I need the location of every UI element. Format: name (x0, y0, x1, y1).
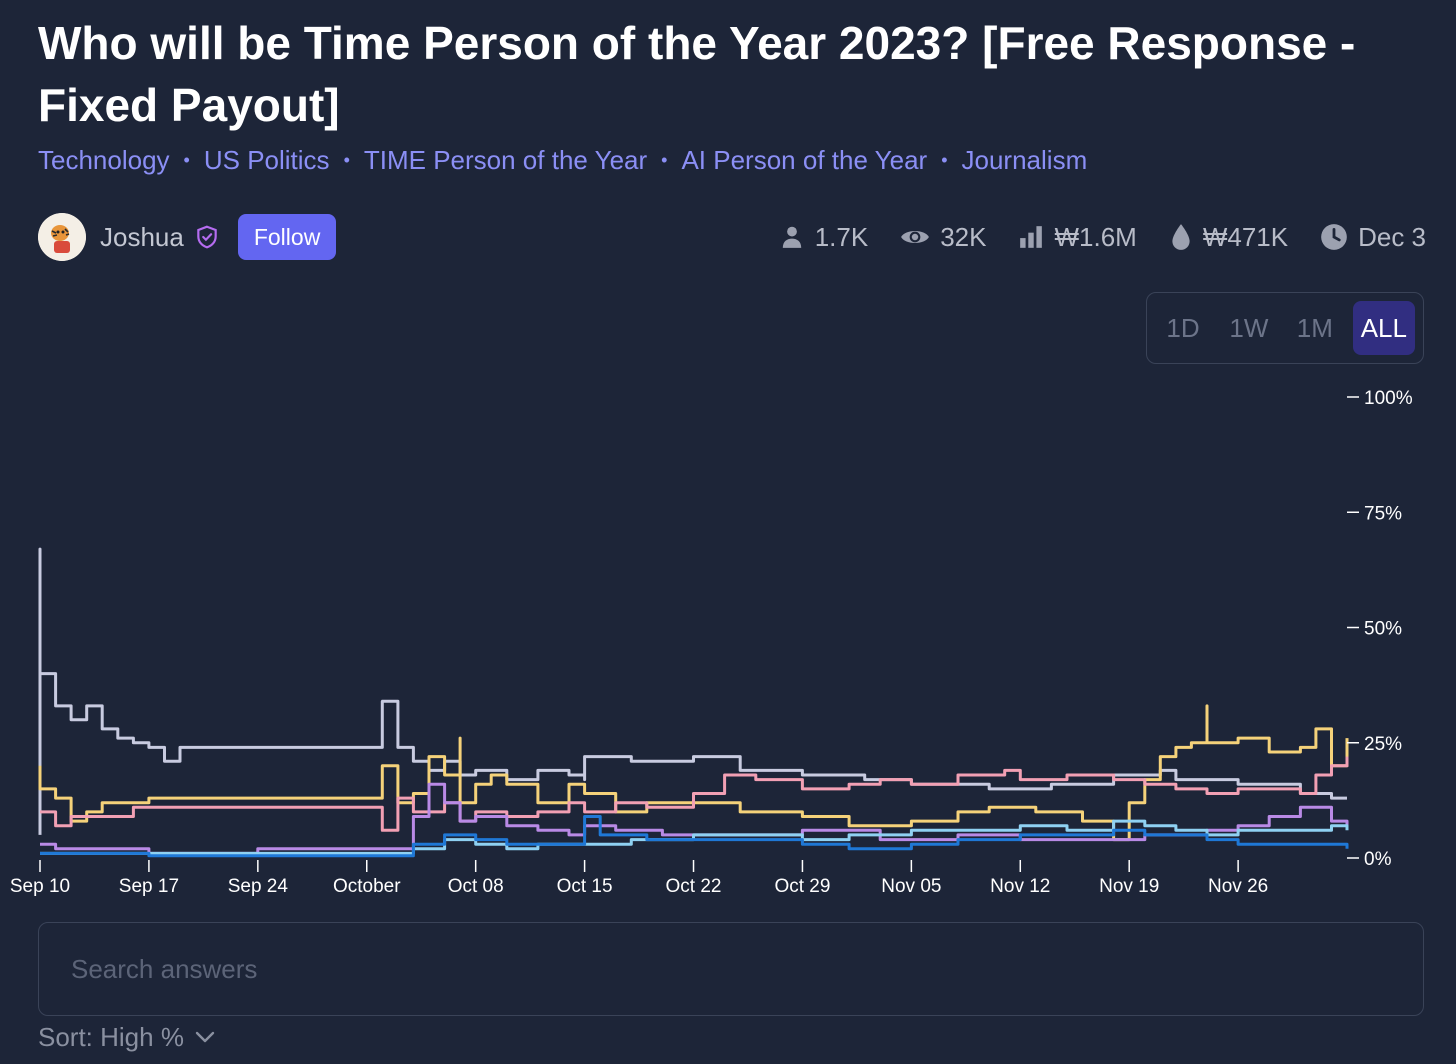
y-tick-label-4: 0% (1364, 849, 1392, 870)
range-1d-button[interactable]: 1D (1155, 301, 1211, 355)
tag-journalism[interactable]: Journalism (961, 144, 1088, 175)
x-tick-label-7: Oct 29 (774, 876, 830, 897)
tag-separator: • (941, 149, 948, 170)
sort-dropdown[interactable]: Sort: High % (38, 1020, 216, 1054)
range-all-button[interactable]: ALL (1352, 301, 1415, 355)
shield-check-icon (197, 225, 217, 249)
tag-separator: • (183, 149, 190, 170)
x-tick-label-5: Oct 15 (557, 876, 613, 897)
close-date[interactable]: Dec 3 (1358, 221, 1426, 252)
stat-liquidity: ₩471K (1169, 222, 1288, 253)
x-tick-label-9: Nov 12 (990, 876, 1050, 897)
bar-chart-icon (1020, 226, 1043, 248)
stat-traders: 1.7K (779, 221, 869, 253)
x-tick-label-0: Sep 10 (10, 876, 70, 897)
market-title: Who will be Time Person of the Year 2023… (38, 17, 1356, 131)
traders-count: 1.7K (814, 221, 869, 252)
range-1m-button[interactable]: 1M (1287, 301, 1343, 355)
series-line-4 (40, 819, 1349, 855)
stat-close-date: Dec 3 (1320, 222, 1426, 253)
x-tick-label-6: Oct 22 (666, 876, 722, 897)
market-stats: 1.7K 32K ₩1.6M ₩471K Dec 3 (747, 216, 1426, 258)
follow-button[interactable]: Follow (237, 214, 337, 260)
author-row: Joshua Follow (38, 212, 337, 262)
x-tick-label-8: Nov 05 (881, 876, 941, 897)
x-tick-label-2: Sep 24 (228, 876, 289, 897)
tag-list: Technology • US Politics • TIME Person o… (38, 142, 1087, 178)
series-line-0 (38, 547, 1347, 835)
eye-icon (901, 230, 930, 244)
y-tick-label-1: 75% (1364, 503, 1402, 524)
tag-us-politics[interactable]: US Politics (203, 144, 330, 175)
chevron-down-icon (195, 1031, 215, 1043)
tag-ai-person-of-the-year[interactable]: AI Person of the Year (681, 144, 928, 175)
tag-time-person-of-the-year[interactable]: TIME Person of the Year (363, 144, 648, 175)
sort-label: Sort: High % (38, 1021, 184, 1052)
x-tick-label-4: Oct 08 (448, 876, 504, 897)
avatar-icon (38, 213, 86, 261)
tag-separator: • (343, 149, 350, 170)
liquidity-amount: ₩471K (1202, 221, 1289, 252)
search-answers-input[interactable] (38, 922, 1424, 1016)
series-line-5 (40, 815, 1349, 858)
range-1w-button[interactable]: 1W (1221, 301, 1277, 355)
y-tick-label-2: 50% (1364, 619, 1402, 640)
stat-views: 32K (900, 222, 986, 253)
volume-amount: ₩1.6M (1054, 221, 1137, 252)
avatar[interactable] (38, 213, 86, 261)
x-tick-label-10: Nov 19 (1099, 876, 1159, 897)
author-name[interactable]: Joshua (100, 221, 184, 252)
user-icon (782, 226, 801, 248)
stat-volume: ₩1.6M (1018, 221, 1137, 253)
series-line-2 (40, 756, 1349, 832)
series-line-1 (38, 704, 1349, 842)
tag-separator: • (661, 149, 668, 170)
probability-chart[interactable]: Sep 10 Sep 17 Sep 24 October Oct 08 Oct 15 Oct… (0, 380, 1456, 910)
y-tick-label-0: 100% (1364, 388, 1413, 409)
y-tick-label-3: 25% (1364, 734, 1402, 755)
views-count: 32K (940, 221, 987, 252)
tag-technology[interactable]: Technology (38, 144, 170, 175)
clock-icon (1321, 224, 1347, 250)
droplet-icon (1172, 224, 1190, 250)
series-line-3 (40, 782, 1349, 855)
time-range-selector: 1D 1W 1M ALL (1146, 292, 1424, 364)
x-tick-label-3: October (333, 876, 401, 897)
x-tick-label-1: Sep 17 (119, 876, 179, 897)
x-tick-label-11: Nov 26 (1208, 876, 1268, 897)
